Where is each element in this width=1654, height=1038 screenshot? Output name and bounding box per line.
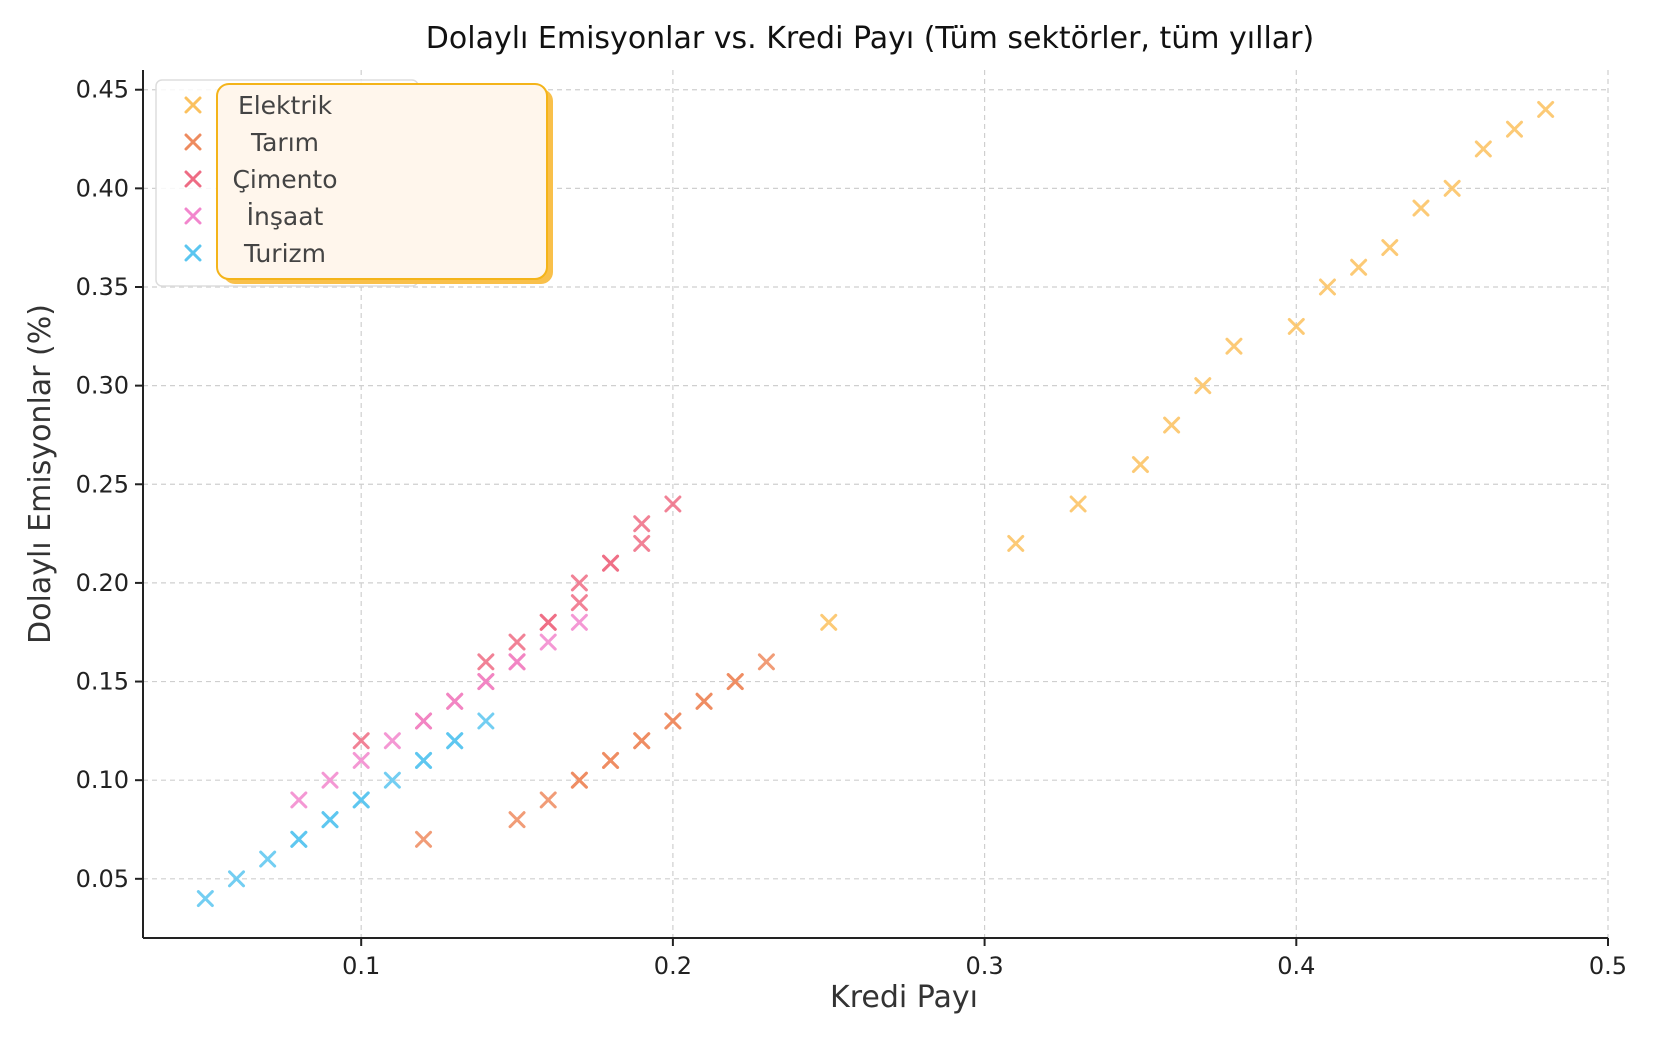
data-point (415, 712, 433, 730)
data-point (1225, 337, 1243, 355)
series-Elektrik (820, 100, 1555, 631)
data-point (477, 653, 495, 671)
data-point (1537, 100, 1555, 118)
data-point (820, 613, 838, 631)
y-axis-label: Dolaylı Emisyonlar (%) (23, 304, 58, 644)
data-point (228, 870, 246, 888)
data-point (1194, 377, 1212, 395)
x-tick-label: 0.3 (966, 952, 1004, 980)
series-Çimento (352, 495, 682, 750)
data-point (290, 830, 308, 848)
x-tick-label: 0.2 (654, 952, 692, 980)
y-tick-label: 0.45 (76, 76, 129, 104)
data-point (726, 673, 744, 691)
data-point (570, 594, 588, 612)
x-tick-label: 0.4 (1277, 952, 1315, 980)
data-point (570, 771, 588, 789)
data-point (539, 613, 557, 631)
legend-marker (184, 207, 202, 225)
legend-marker (184, 96, 202, 114)
data-point (508, 633, 526, 651)
series-Turizm (196, 712, 495, 908)
data-point (477, 673, 495, 691)
data-point (539, 633, 557, 651)
data-point (1350, 258, 1368, 276)
data-point (539, 791, 557, 809)
x-tick-label: 0.1 (342, 952, 380, 980)
data-point (446, 732, 464, 750)
axes: 0.1 0.2 0.3 0.4 0.5 0.05 0.10 0.15 0.20 0.25 0.30 0… (76, 70, 1627, 980)
data-point (633, 534, 651, 552)
data-point (1069, 495, 1087, 513)
data-point (352, 791, 370, 809)
data-point (321, 811, 339, 829)
data-point (196, 890, 214, 908)
y-tick-label: 0.30 (76, 372, 129, 400)
data-point (633, 515, 651, 533)
data-point (1474, 140, 1492, 158)
data-point (321, 771, 339, 789)
data-point (664, 712, 682, 730)
x-tick-label: 0.5 (1589, 952, 1627, 980)
legend-label: Turizm (243, 239, 326, 268)
data-point (290, 791, 308, 809)
data-point (570, 613, 588, 631)
data-point (383, 771, 401, 789)
y-tick-label: 0.40 (76, 174, 129, 202)
data-point (602, 751, 620, 769)
data-point (415, 830, 433, 848)
chart-title: Dolaylı Emisyonlar vs. Kredi Payı (Tüm s… (426, 21, 1314, 56)
data-point (1505, 120, 1523, 138)
data-point (1412, 199, 1430, 217)
data-point (477, 712, 495, 730)
data-point (259, 850, 277, 868)
legend-label: Elektrik (238, 91, 333, 120)
data-point (1287, 317, 1305, 335)
y-tick-label: 0.15 (76, 668, 129, 696)
data-points (196, 100, 1555, 908)
legend-marker (184, 170, 202, 188)
data-point (633, 732, 651, 750)
data-point (508, 811, 526, 829)
series-Tarım (415, 653, 775, 848)
data-point (664, 495, 682, 513)
series-İnşaat (290, 613, 588, 809)
y-tick-label: 0.25 (76, 470, 129, 498)
data-point (757, 653, 775, 671)
legend-label: İnşaat (247, 202, 324, 231)
legend-label: Çimento (232, 165, 337, 194)
legend-label: Tarım (250, 128, 319, 157)
legend-highlight-box (216, 83, 548, 280)
data-point (570, 574, 588, 592)
legend-items: Elektrik Tarım Çimento İnşaat Turizm (184, 91, 338, 268)
y-tick-label: 0.20 (76, 569, 129, 597)
data-point (602, 554, 620, 572)
legend: Elektrik Tarım Çimento İnşaat Turizm (155, 79, 553, 287)
y-tick-label: 0.10 (76, 766, 129, 794)
data-point (415, 751, 433, 769)
y-tick-label: 0.05 (76, 865, 129, 893)
data-point (1131, 456, 1149, 474)
data-point (1443, 179, 1461, 197)
data-point (352, 751, 370, 769)
data-point (352, 732, 370, 750)
data-point (695, 692, 713, 710)
legend-marker (184, 133, 202, 151)
data-point (508, 653, 526, 671)
x-axis-label: Kredi Payı (830, 980, 978, 1015)
data-point (1318, 278, 1336, 296)
y-tick-label: 0.35 (76, 273, 129, 301)
data-point (1007, 534, 1025, 552)
data-point (446, 692, 464, 710)
data-point (1381, 239, 1399, 257)
data-point (383, 732, 401, 750)
data-point (1163, 416, 1181, 434)
legend-marker (184, 244, 202, 262)
